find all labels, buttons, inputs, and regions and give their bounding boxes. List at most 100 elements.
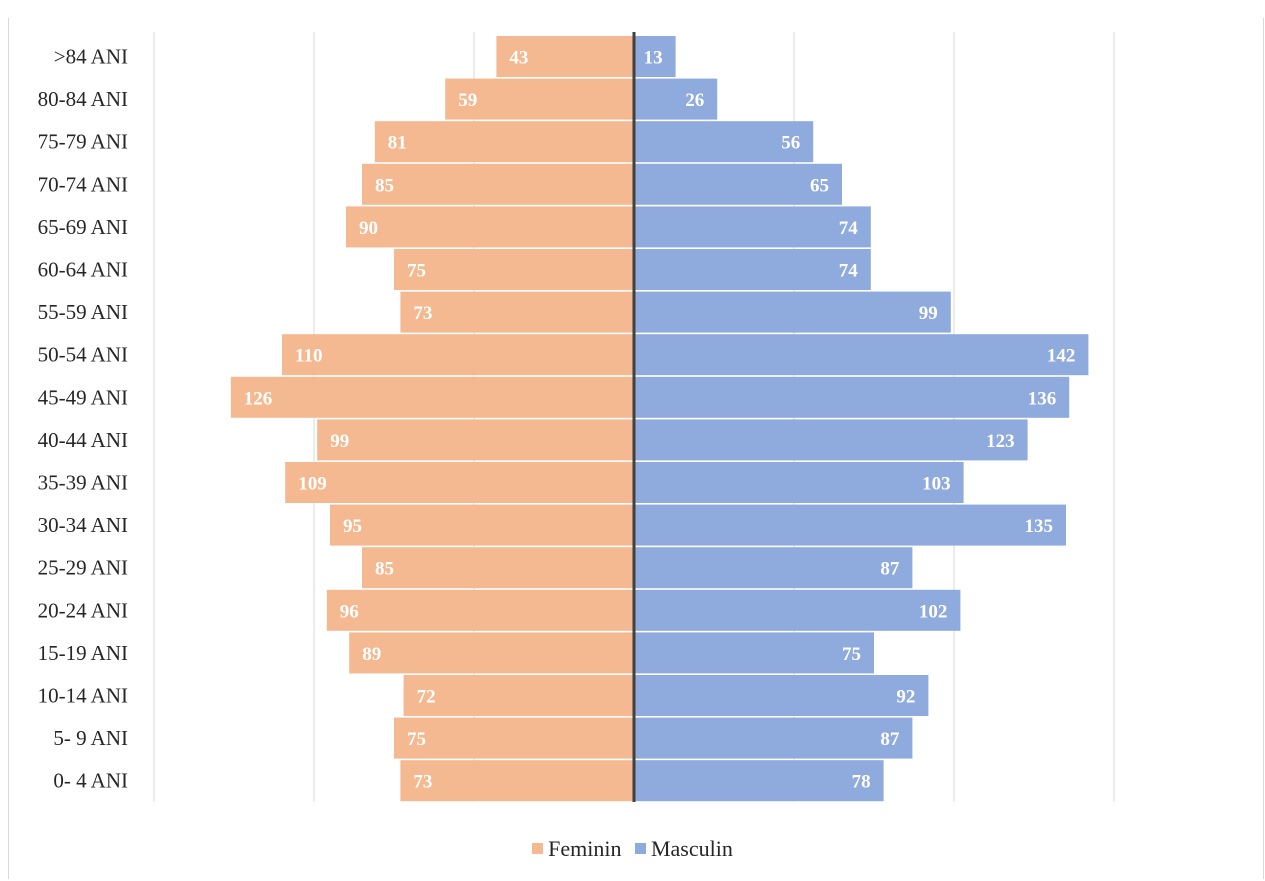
bar-feminin (362, 547, 634, 589)
data-label-masculin: 103 (922, 474, 951, 495)
category-tick-label: 30-34 ANI (38, 513, 128, 537)
data-label-feminin: 75 (407, 729, 426, 750)
category-tick-label: 5- 9 ANI (53, 726, 128, 750)
data-label-feminin: 110 (295, 346, 322, 367)
bar-masculin (634, 717, 913, 759)
data-label-masculin: 92 (896, 687, 915, 708)
bar-masculin (634, 36, 676, 77)
category-tick-label: 35-39 ANI (38, 471, 128, 495)
bar-masculin (634, 163, 842, 205)
data-label-feminin: 81 (388, 133, 407, 154)
category-tick-label: 40-44 ANI (38, 428, 128, 452)
bar-masculin (634, 334, 1089, 376)
legend-label-feminin: Feminin (548, 835, 622, 861)
data-label-masculin: 135 (1025, 516, 1054, 537)
bar-feminin (400, 760, 634, 802)
bar-feminin (346, 206, 634, 248)
bar-masculin (634, 462, 964, 503)
bar-feminin (374, 121, 634, 163)
data-label-masculin: 87 (880, 729, 900, 750)
category-tick-label: 45-49 ANI (38, 385, 128, 409)
bar-feminin (285, 462, 634, 503)
data-label-feminin: 109 (298, 474, 327, 495)
category-tick-label: 70-74 ANI (38, 172, 128, 196)
bar-feminin (317, 419, 634, 461)
data-label-feminin: 75 (407, 261, 426, 282)
bar-feminin (394, 717, 634, 759)
legend-swatch-feminin (532, 843, 544, 854)
category-tick-label: 60-64 ANI (38, 258, 128, 282)
data-label-feminin: 90 (359, 218, 378, 239)
category-tick-label: 80-84 ANI (38, 87, 128, 111)
bar-masculin (634, 547, 913, 589)
data-label-feminin: 89 (362, 644, 381, 665)
data-label-feminin: 126 (244, 388, 272, 409)
data-label-masculin: 56 (781, 133, 800, 154)
data-labels: 73 78 75 87 72 92 89 75 96 102 85 87 95 135 109 103 99 12… (244, 48, 1076, 793)
data-label-feminin: 99 (330, 431, 349, 452)
legend-item-feminin: Feminin (532, 836, 621, 862)
bar-feminin (362, 163, 634, 205)
data-label-masculin: 78 (852, 772, 871, 793)
bar-masculin (634, 504, 1066, 546)
bar-masculin (634, 760, 884, 802)
category-tick-label: 50-54 ANI (38, 343, 128, 367)
bar-masculin (634, 589, 961, 631)
data-label-feminin: 72 (417, 687, 436, 708)
data-label-feminin: 73 (413, 772, 432, 793)
legend: Feminin Masculin (0, 834, 1265, 862)
data-label-masculin: 136 (1028, 388, 1057, 409)
data-label-masculin: 87 (880, 559, 900, 580)
bar-feminin (282, 334, 634, 376)
data-label-feminin: 73 (413, 303, 432, 324)
bar-feminin (400, 291, 634, 333)
bar-masculin (634, 249, 871, 290)
data-label-feminin: 59 (458, 90, 477, 111)
bar-masculin (634, 632, 874, 674)
data-label-masculin: 142 (1047, 346, 1076, 367)
category-tick-label: 75-79 ANI (38, 130, 128, 154)
bar-masculin (634, 78, 718, 120)
bar-feminin (394, 249, 634, 290)
bar-feminin (496, 36, 634, 77)
category-tick-label: 20-24 ANI (38, 598, 128, 622)
legend-swatch-masculin (634, 843, 646, 854)
bar-feminin (326, 589, 634, 631)
data-label-masculin: 75 (842, 644, 861, 665)
legend-item-masculin: Masculin (634, 835, 733, 862)
data-label-masculin: 123 (986, 431, 1015, 452)
bar-feminin (330, 504, 634, 546)
bar-feminin (403, 675, 634, 716)
data-label-masculin: 65 (810, 175, 829, 196)
data-label-masculin: 74 (839, 218, 859, 239)
category-tick-label: 0- 4 ANI (53, 769, 128, 793)
bar-masculin (634, 121, 814, 163)
data-label-masculin: 13 (644, 48, 663, 69)
bar-masculin (634, 291, 951, 333)
chart-frame (8, 18, 1264, 879)
bar-masculin (634, 376, 1070, 418)
data-label-feminin: 43 (509, 48, 528, 69)
data-label-feminin: 85 (375, 559, 394, 580)
data-label-feminin: 96 (340, 601, 359, 622)
category-tick-label: 65-69 ANI (38, 215, 128, 239)
legend-label-masculin: Masculin (650, 835, 733, 861)
category-tick-labels: 0- 4 ANI 5- 9 ANI 10-14 ANI 15-19 ANI 20-24 … (38, 45, 128, 793)
bars (230, 36, 1089, 802)
bar-feminin (349, 632, 634, 674)
data-label-masculin: 74 (839, 261, 859, 282)
data-label-feminin: 85 (375, 175, 394, 196)
category-tick-label: 15-19 ANI (38, 641, 128, 665)
data-label-masculin: 102 (919, 601, 948, 622)
category-tick-label: 25-29 ANI (38, 556, 128, 580)
data-label-feminin: 95 (343, 516, 362, 537)
bar-masculin (634, 206, 871, 248)
bar-masculin (634, 675, 929, 716)
bar-masculin (634, 419, 1028, 461)
category-tick-label: 55-59 ANI (38, 300, 128, 324)
data-label-masculin: 99 (919, 303, 938, 324)
bar-feminin (230, 376, 635, 418)
bar-feminin (445, 78, 634, 120)
category-tick-label: >84 ANI (54, 45, 128, 69)
